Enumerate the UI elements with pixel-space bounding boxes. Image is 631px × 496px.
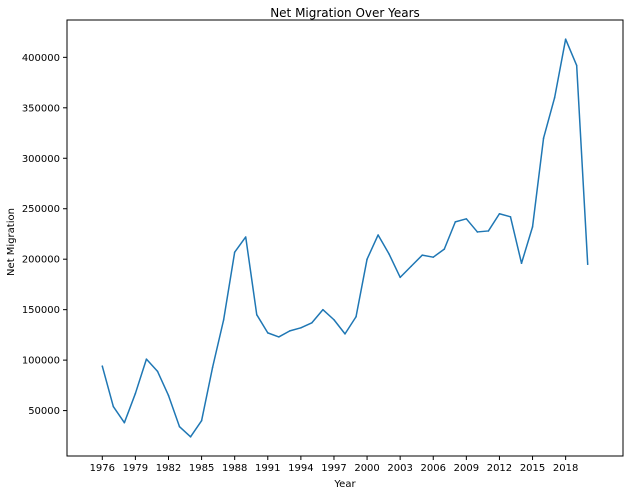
x-tick-label: 1997 — [321, 463, 346, 474]
data-point — [300, 327, 302, 329]
y-tick-label: 350000 — [22, 103, 60, 114]
x-tick-label: 2009 — [454, 463, 479, 474]
data-point — [476, 231, 479, 233]
data-point — [256, 313, 258, 316]
data-point — [542, 137, 545, 139]
data-point — [200, 419, 203, 422]
data-point — [189, 436, 192, 438]
data-point — [498, 213, 501, 215]
y-tick-label: 400000 — [22, 53, 60, 64]
data-point — [322, 308, 324, 311]
x-tick-label: 1985 — [189, 463, 214, 474]
data-point — [465, 218, 468, 220]
y-axis-ticks: 50000 100000 150000 200000 250000 300000 35000… — [22, 53, 67, 417]
x-axis-ticks: 1976 1979 1982 1985 1988 1991 1994 1997 2000 2003… — [90, 456, 578, 474]
data-point — [432, 256, 434, 258]
data-point — [509, 216, 512, 218]
data-point — [564, 38, 567, 40]
x-tick-label: 2015 — [520, 463, 545, 474]
x-tick-label: 2006 — [421, 463, 446, 474]
data-point — [134, 392, 137, 395]
data-point — [123, 421, 126, 424]
data-point — [156, 370, 159, 372]
data-point — [233, 251, 236, 253]
y-tick-label: 150000 — [22, 305, 60, 316]
x-tick-label: 2018 — [553, 463, 578, 474]
data-point — [575, 64, 578, 67]
data-point — [101, 365, 104, 367]
data-point — [344, 333, 346, 335]
x-tick-label: 2000 — [354, 463, 379, 474]
data-point — [211, 366, 214, 368]
data-point — [145, 358, 148, 360]
x-tick-label: 2003 — [387, 463, 412, 474]
data-point — [178, 425, 181, 428]
y-tick-label: 100000 — [22, 356, 60, 367]
data-point — [278, 336, 280, 338]
y-tick-label: 50000 — [28, 406, 60, 417]
y-axis-label: Net Migration — [6, 208, 17, 276]
data-point — [355, 315, 357, 318]
data-point — [289, 330, 291, 332]
data-point — [167, 394, 170, 397]
data-point — [222, 319, 225, 321]
data-point — [244, 236, 247, 238]
y-tick-label: 300000 — [22, 154, 60, 165]
x-tick-label: 1982 — [156, 463, 181, 474]
data-point — [112, 405, 115, 408]
x-tick-label: 1994 — [288, 463, 313, 474]
series-layer — [101, 38, 589, 438]
plot-frame — [66, 19, 624, 457]
data-point — [487, 230, 490, 232]
y-tick-label: 250000 — [22, 204, 60, 215]
data-point — [399, 276, 401, 279]
data-point — [388, 253, 390, 255]
x-tick-label: 1988 — [222, 463, 247, 474]
data-point — [377, 234, 379, 236]
data-point — [553, 96, 556, 99]
x-axis-label: Year — [333, 479, 356, 490]
data-point — [586, 263, 589, 265]
chart-title: Net Migration Over Years — [270, 6, 420, 20]
data-point — [520, 262, 523, 264]
y-tick-label: 200000 — [22, 255, 60, 266]
data-point — [311, 322, 313, 324]
data-point — [410, 265, 412, 268]
x-tick-label: 1991 — [255, 463, 280, 474]
data-point — [333, 319, 335, 321]
x-tick-label: 1976 — [90, 463, 115, 474]
series-line — [101, 38, 589, 438]
x-tick-label: 1979 — [123, 463, 148, 474]
x-tick-label: 2012 — [487, 463, 512, 474]
data-point — [454, 221, 457, 223]
data-point — [531, 226, 534, 228]
data-point — [421, 254, 423, 256]
data-point — [267, 332, 269, 334]
data-point — [443, 248, 446, 250]
data-point — [366, 258, 368, 260]
